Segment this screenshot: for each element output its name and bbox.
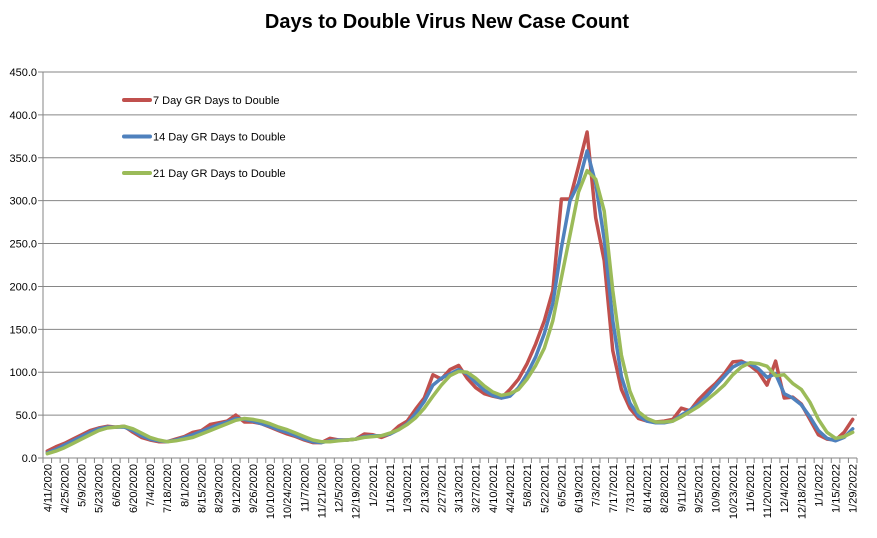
x-tick-label: 1/2/2021 — [368, 464, 380, 507]
y-tick-label: 250.0 — [9, 239, 37, 251]
y-tick-label: 350.0 — [9, 153, 37, 165]
x-tick-label: 11/20/2021 — [762, 464, 774, 518]
x-tick-label: 5/22/2021 — [539, 464, 551, 513]
x-tick-label: 10/23/2021 — [728, 464, 740, 519]
x-tick-label: 10/9/2021 — [711, 464, 723, 513]
x-tick-label: 8/15/2020 — [197, 464, 209, 513]
y-tick-label: 150.0 — [9, 324, 37, 336]
x-tick-label: 3/27/2021 — [471, 464, 483, 513]
y-tick-label: 300.0 — [9, 196, 37, 208]
y-tick-label: 100.0 — [9, 367, 37, 379]
y-tick-label: 400.0 — [9, 110, 37, 122]
x-tick-label: 7/18/2020 — [162, 464, 174, 513]
x-tick-label: 6/20/2020 — [128, 464, 140, 513]
x-tick-label: 4/10/2021 — [488, 464, 500, 513]
y-tick-label: 0.0 — [22, 453, 37, 465]
x-tick-label: 9/11/2021 — [676, 464, 688, 512]
legend-label: 7 Day GR Days to Double — [153, 95, 280, 107]
series-lines — [45, 130, 855, 456]
x-tick-label: 8/1/2020 — [179, 464, 191, 507]
y-tick-label: 50.0 — [16, 410, 37, 422]
legend-label: 21 Day GR Days to Double — [153, 168, 286, 180]
x-tick-label: 6/5/2021 — [556, 464, 568, 507]
legend: 7 Day GR Days to Double 14 Day GR Days to… — [122, 95, 286, 180]
chart-title: Days to Double Virus New Case Count — [265, 11, 629, 33]
x-tick-label: 7/17/2021 — [608, 464, 620, 513]
x-tick-label: 1/1/2022 — [813, 464, 825, 507]
x-tick-label: 8/28/2021 — [659, 464, 671, 513]
series-line-2 — [45, 149, 855, 455]
x-tick-label: 9/25/2021 — [693, 464, 705, 513]
x-tick-label: 11/6/2021 — [745, 464, 757, 512]
x-tick-label: 4/25/2020 — [59, 464, 71, 513]
x-tick-label: 12/18/2021 — [796, 464, 808, 519]
x-tick-label: 2/27/2021 — [436, 464, 448, 513]
x-tick-label: 5/23/2020 — [94, 464, 106, 513]
x-tick-label: 5/8/2021 — [522, 464, 534, 507]
gridlines — [38, 71, 857, 459]
x-tick-label: 4/24/2021 — [505, 464, 517, 513]
x-tick-label: 12/19/2020 — [351, 464, 363, 519]
y-tick-label: 450.0 — [9, 67, 37, 79]
x-tick-label: 7/3/2021 — [591, 464, 603, 507]
x-tick-label: 8/14/2021 — [642, 464, 654, 513]
x-tick-label: 1/15/2022 — [831, 464, 843, 513]
x-tick-label: 7/4/2020 — [145, 464, 157, 507]
x-tick-label: 10/10/2020 — [265, 464, 277, 519]
x-tick-label: 7/31/2021 — [625, 464, 637, 513]
y-tick-label: 200.0 — [9, 281, 37, 293]
series-line-3 — [45, 168, 855, 456]
x-tick-label: 6/6/2020 — [111, 464, 123, 507]
x-tick-label: 11/7/2020 — [299, 464, 311, 512]
x-tick-label: 2/13/2021 — [419, 464, 431, 513]
x-tick-label: 12/5/2020 — [334, 464, 346, 513]
x-tick-label: 11/21/2020 — [316, 464, 328, 518]
x-tick-label: 4/11/2020 — [42, 464, 54, 512]
y-axis: 0.0 50.0 100.0 150.0 200.0 250.0 300.0 350.0 400… — [9, 67, 44, 465]
x-tick-label: 8/29/2020 — [214, 464, 226, 513]
x-tick-label: 1/16/2021 — [385, 464, 397, 513]
x-tick-label: 3/13/2021 — [454, 464, 466, 513]
x-tick-label: 1/30/2021 — [402, 464, 414, 513]
x-tick-label: 5/9/2020 — [77, 464, 89, 507]
x-tick-label: 9/12/2020 — [231, 464, 243, 513]
x-tick-label: 9/26/2020 — [248, 464, 260, 513]
x-tick-label: 1/29/2022 — [848, 464, 860, 513]
x-axis: 4/11/2020 4/25/2020 5/9/2020 5/23/2020 6/6/2… — [42, 457, 860, 519]
x-tick-label: 12/4/2021 — [779, 464, 791, 513]
legend-label: 14 Day GR Days to Double — [153, 132, 286, 144]
x-tick-label: 6/19/2021 — [574, 464, 586, 513]
x-tick-label: 10/24/2020 — [282, 464, 294, 519]
